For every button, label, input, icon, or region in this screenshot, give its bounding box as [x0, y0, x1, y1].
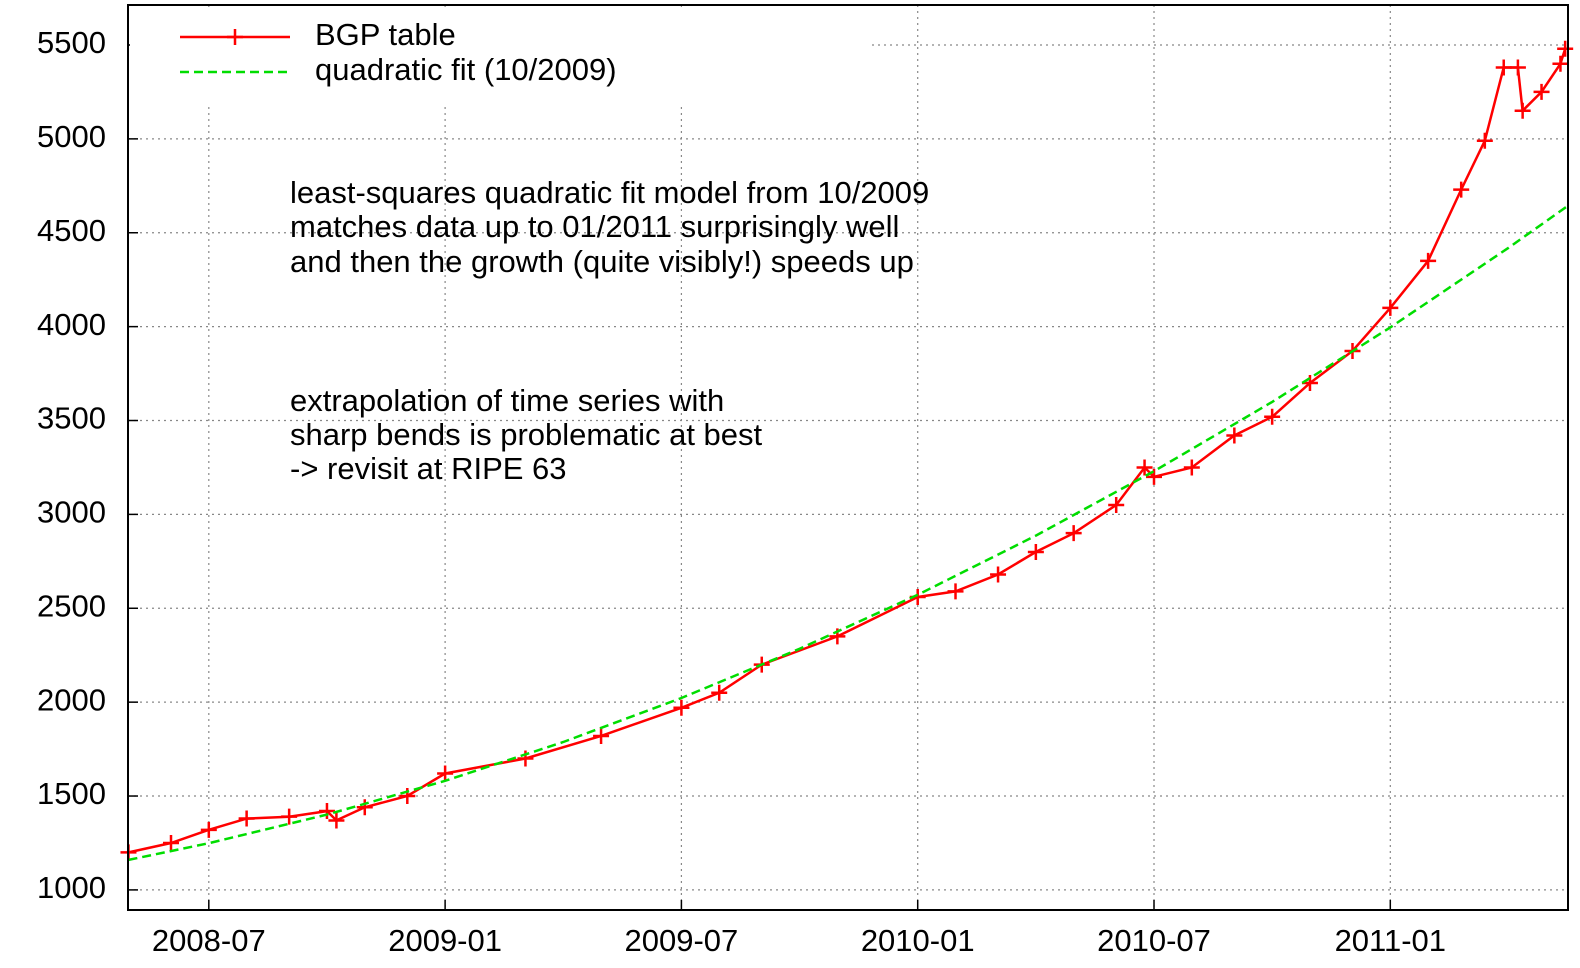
data-point — [1509, 59, 1526, 76]
x-tick-label: 2011-01 — [1335, 923, 1446, 958]
x-tick-label: 2009-01 — [388, 923, 502, 958]
annotation: and then the growth (quite visibly!) spe… — [290, 244, 914, 279]
annotation: least-squares quadratic fit model from 1… — [290, 175, 929, 210]
annotation: matches data up to 01/2011 surprisingly … — [290, 209, 899, 244]
y-tick-label: 4500 — [37, 213, 106, 248]
data-point — [1552, 55, 1569, 72]
data-point — [1533, 83, 1550, 100]
data-point — [1476, 132, 1493, 149]
legend-marker — [227, 29, 243, 45]
y-tick-label: 5000 — [37, 119, 106, 154]
data-point — [1226, 427, 1243, 444]
data-point — [517, 750, 534, 767]
legend-background — [130, 7, 870, 107]
data-point — [200, 821, 217, 838]
data-point — [328, 812, 345, 829]
y-tick-label: 5500 — [37, 25, 106, 60]
y-tick-label: 3000 — [37, 495, 106, 530]
y-tick-label: 1000 — [37, 870, 106, 905]
data-point — [673, 699, 690, 716]
data-point — [593, 727, 610, 744]
data-point — [711, 684, 728, 701]
data-point — [437, 765, 454, 782]
data-point — [1183, 459, 1200, 476]
annotation: -> revisit at RIPE 63 — [290, 451, 567, 486]
plot-frame — [127, 4, 1569, 911]
data-point — [1301, 374, 1318, 391]
data-point — [356, 799, 373, 816]
x-tick-label: 2010-07 — [1097, 923, 1211, 958]
data-point — [990, 566, 1007, 583]
series-line — [128, 204, 1569, 862]
data-point — [281, 808, 298, 825]
data-point — [1108, 497, 1125, 514]
y-tick-label: 4000 — [37, 307, 106, 342]
data-point — [238, 810, 255, 827]
data-point — [163, 834, 180, 851]
data-point — [1420, 252, 1437, 269]
y-tick-label: 2000 — [37, 682, 106, 717]
x-tick-label: 2009-07 — [625, 923, 739, 958]
data-point — [1264, 408, 1281, 425]
x-tick-label: 2008-07 — [152, 923, 266, 958]
data-point — [1495, 59, 1512, 76]
data-point — [318, 803, 335, 820]
data-point — [1453, 181, 1470, 198]
data-point — [1136, 459, 1153, 476]
data-point — [1027, 543, 1044, 560]
legend-label: BGP table — [315, 17, 456, 52]
legend-label: quadratic fit (10/2009) — [315, 52, 617, 87]
y-tick-label: 3500 — [37, 401, 106, 436]
y-tick-label: 1500 — [37, 776, 106, 811]
annotation: extrapolation of time series with — [290, 383, 724, 418]
y-tick-label: 2500 — [37, 588, 106, 623]
x-tick-label: 2010-01 — [861, 923, 975, 958]
annotation: sharp bends is problematic at best — [290, 417, 763, 452]
data-point — [947, 583, 964, 600]
data-point — [1065, 525, 1082, 542]
data-point — [1382, 299, 1399, 316]
data-point — [1146, 468, 1163, 485]
data-point — [1557, 40, 1574, 57]
data-point — [1514, 102, 1531, 119]
